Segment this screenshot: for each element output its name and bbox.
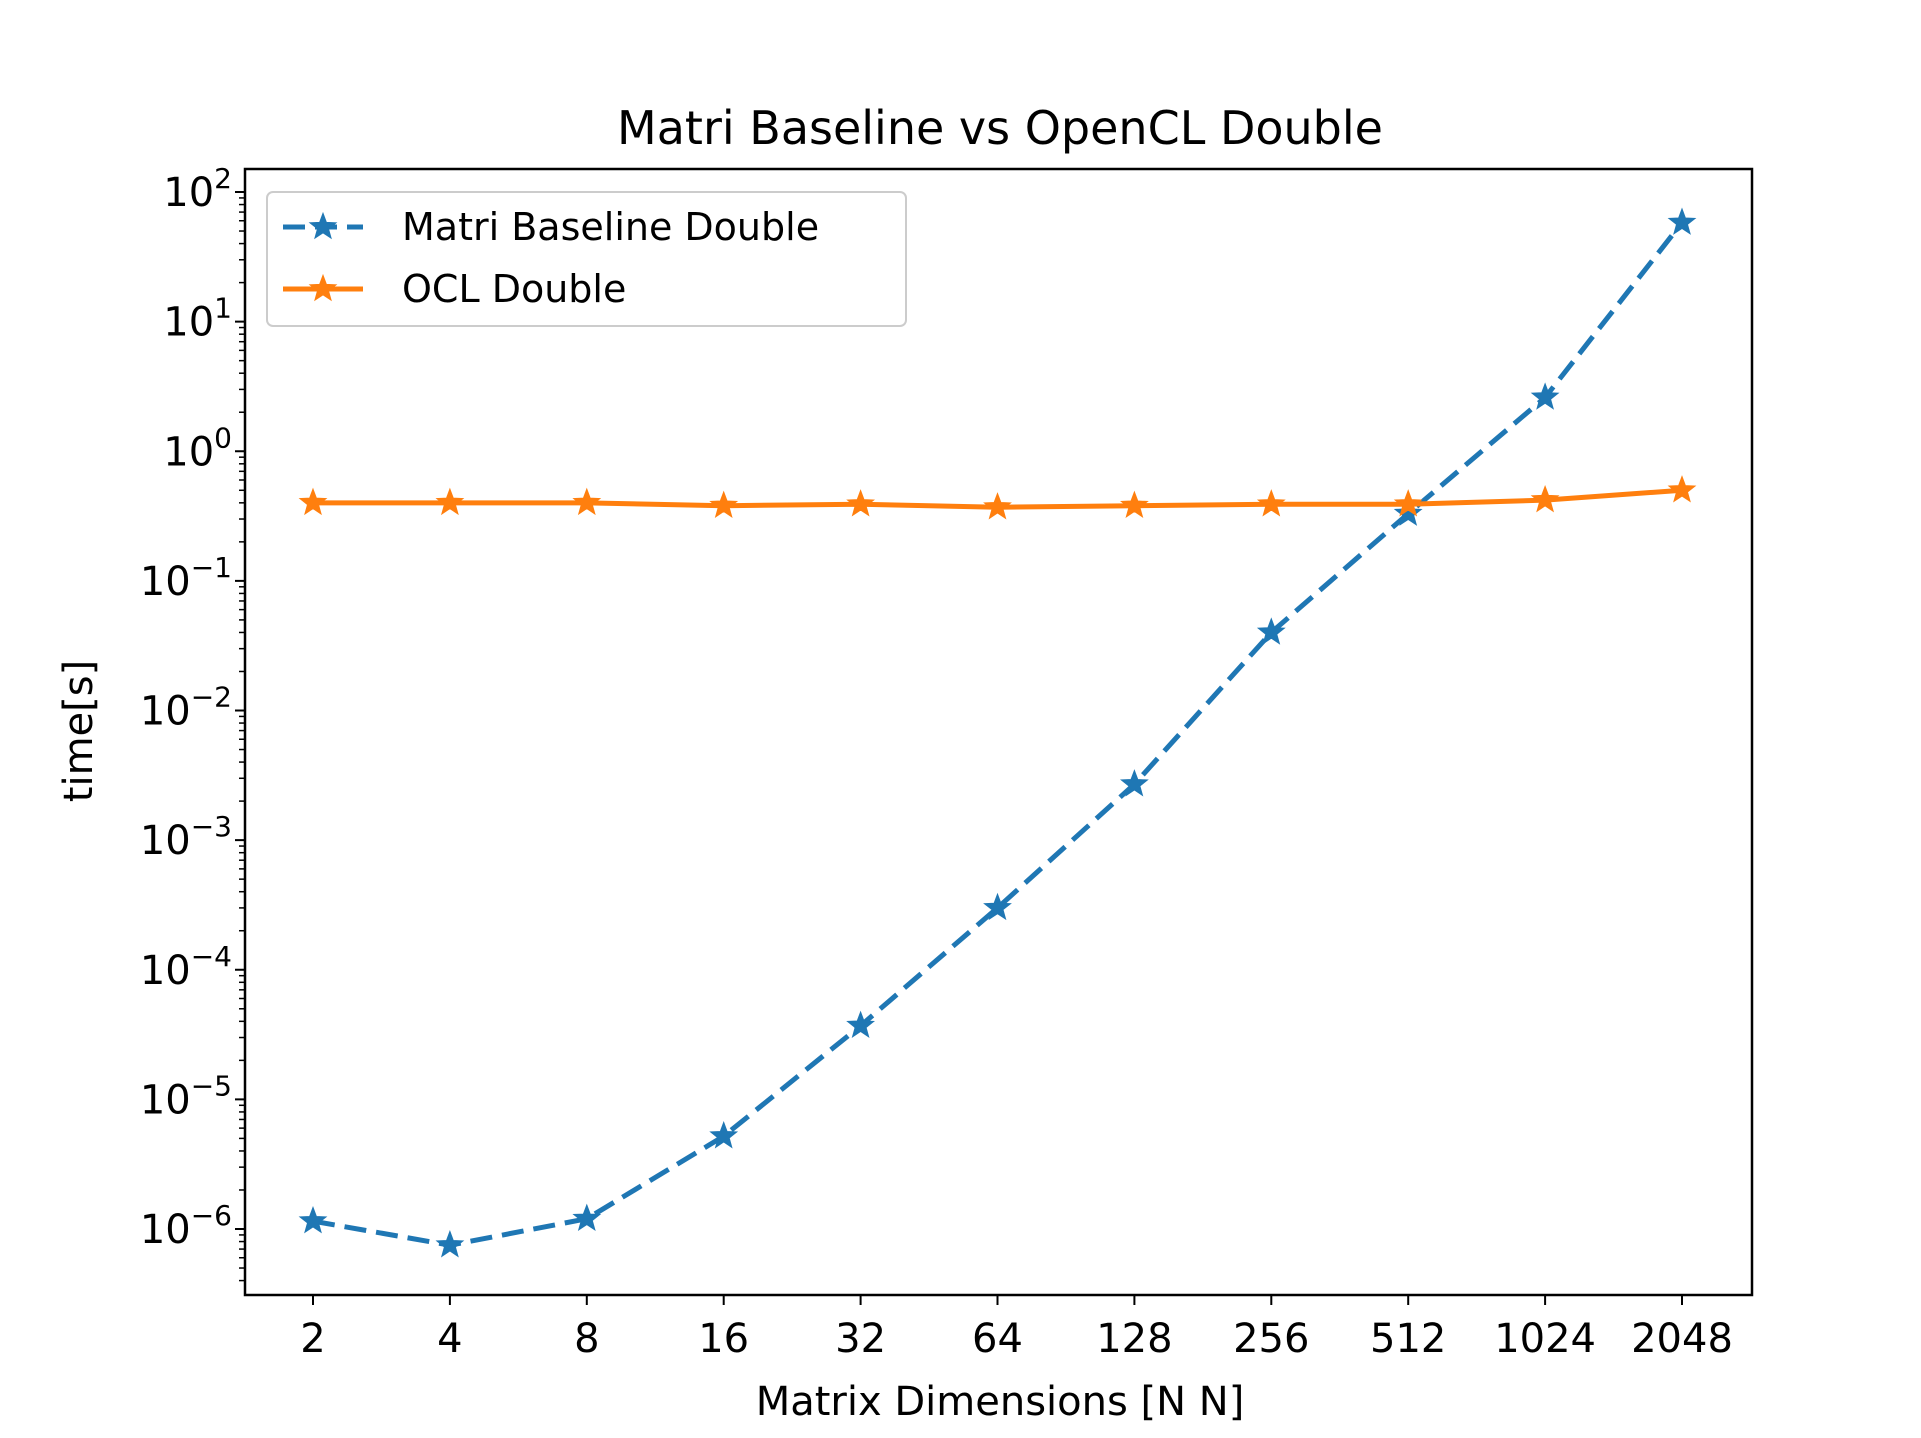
series-2-point-16: [709, 490, 739, 518]
axes: 2 4 8 16 32 64 128 256 512 1024 2048 102 101 100 10−1 1…: [140, 162, 1754, 1362]
series-2-point-2048: [1667, 475, 1697, 503]
x-tick-label-8: 8: [574, 1316, 599, 1362]
series-2-point-4: [435, 487, 465, 516]
series-1-point-8: [572, 1203, 602, 1231]
series-2-point-2: [298, 487, 328, 516]
series-2-point-128: [1120, 490, 1149, 518]
y-tick-label-4: 10−2: [140, 681, 232, 735]
series-2-point-1024: [1530, 484, 1560, 513]
series-1-point-256: [1256, 617, 1286, 645]
series-2-point-256: [1256, 489, 1286, 517]
series-1-line: [312, 221, 1684, 1248]
series-1: [298, 207, 1697, 1258]
legend-entry-1: Matri Baseline Double: [283, 205, 819, 249]
series-2-point-8: [572, 487, 602, 516]
series-1-point-32: [846, 1010, 875, 1038]
x-tick-label-2048: 2048: [1631, 1316, 1733, 1362]
y-tick-label-5: 10−3: [140, 810, 232, 864]
x-tick-label-64: 64: [972, 1316, 1023, 1362]
y-tick-label-8: 10−6: [140, 1199, 232, 1253]
series-2-point-512: [1393, 489, 1423, 517]
series-2: [298, 475, 1697, 520]
x-tick-label-256: 256: [1233, 1316, 1309, 1362]
plot-area: [298, 207, 1697, 1258]
y-tick-label-0: 102: [163, 162, 232, 216]
y-tick-label-6: 10−4: [140, 940, 232, 994]
series-1-point-4: [435, 1230, 465, 1258]
legend: Matri Baseline Double OCL Double: [266, 191, 907, 327]
x-axis-label: Matrix Dimensions [N N]: [756, 1379, 1245, 1425]
x-tick-label-128: 128: [1096, 1316, 1172, 1362]
y-tick-label-3: 10−1: [140, 551, 232, 605]
series-1-point-16: [709, 1121, 739, 1149]
legend-label-2: OCL Double: [402, 267, 626, 311]
series-1-point-1024: [1530, 382, 1560, 410]
series-1-point-512: [1393, 498, 1423, 526]
legend-box: [266, 191, 907, 327]
series-1-point-64: [983, 892, 1012, 921]
y-tick-label-1: 101: [163, 292, 232, 346]
series-2-point-64: [983, 492, 1012, 520]
x-tick-label-2: 2: [300, 1316, 325, 1362]
series-1-point-128: [1120, 769, 1149, 797]
series-2-point-32: [846, 489, 875, 517]
x-tick-label-512: 512: [1370, 1316, 1446, 1362]
series-1-point-2048: [1667, 207, 1697, 235]
legend-marker-1: [308, 211, 338, 240]
legend-label-1: Matri Baseline Double: [402, 205, 819, 249]
legend-entry-2: OCL Double: [283, 267, 626, 311]
x-tick-label-4: 4: [437, 1316, 462, 1362]
legend-marker-2: [308, 273, 338, 302]
x-tick-label-1024: 1024: [1494, 1316, 1596, 1362]
chart-title: Matri Baseline vs OpenCL Double: [617, 101, 1383, 155]
y-tick-label-2: 100: [163, 421, 232, 475]
y-axis-label: time[s]: [56, 660, 102, 802]
x-tick-label-16: 16: [698, 1316, 749, 1362]
x-tick-label-32: 32: [835, 1316, 886, 1362]
series-1-point-2: [298, 1205, 328, 1234]
y-tick-label-7: 10−5: [140, 1069, 232, 1123]
